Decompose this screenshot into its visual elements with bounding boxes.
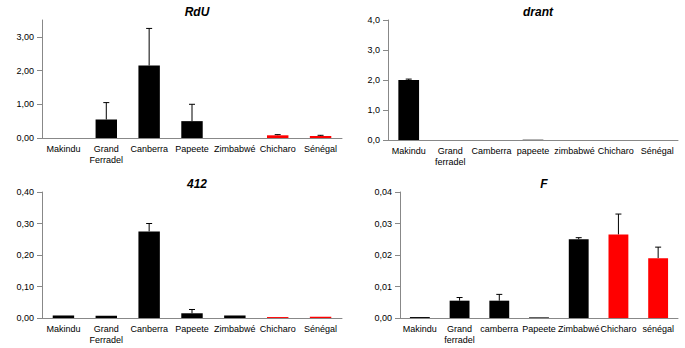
svg-text:Grand: Grand [94,324,119,334]
svg-text:Papeete: Papeete [175,144,209,154]
svg-text:3,00: 3,00 [16,32,34,42]
svg-text:0,03: 0,03 [374,219,392,229]
svg-text:ferradel: ferradel [435,157,466,167]
svg-text:0,10: 0,10 [16,282,34,292]
svg-text:Zimbabwé: Zimbabwé [214,324,256,334]
svg-text:0,00: 0,00 [16,133,34,143]
svg-text:Chicharo: Chicharo [260,144,296,154]
svg-text:Canberra: Canberra [130,324,168,334]
svg-text:Papeete: Papeete [522,324,556,334]
svg-text:0,40: 0,40 [16,187,34,197]
svg-text:drant: drant [523,5,554,19]
svg-text:Ferradel: Ferradel [90,155,124,165]
svg-text:Grand: Grand [438,146,463,156]
svg-text:Chicharo: Chicharo [598,146,634,156]
svg-text:3,0: 3,0 [367,45,380,55]
svg-text:Makindu: Makindu [403,324,437,334]
svg-text:Makindu: Makindu [46,144,80,154]
svg-text:RdU: RdU [185,5,210,19]
svg-text:Papeete: Papeete [175,324,209,334]
svg-text:Grand: Grand [94,144,119,154]
svg-text:2,0: 2,0 [367,75,380,85]
svg-text:Zimbabwé: Zimbabwé [214,144,256,154]
svg-text:Sénégal: Sénégal [304,144,337,154]
svg-text:sénégal: sénégal [642,324,674,334]
svg-text:0,02: 0,02 [374,250,392,260]
svg-text:0,01: 0,01 [374,282,392,292]
svg-text:0,00: 0,00 [16,313,34,323]
svg-text:0,04: 0,04 [374,187,392,197]
svg-text:Sénégal: Sénégal [641,146,674,156]
svg-text:papeete: papeete [517,146,550,156]
svg-text:Zimbabwé: Zimbabwé [558,324,600,334]
svg-text:F: F [540,177,548,191]
svg-text:zimbabwé: zimbabwé [554,146,595,156]
svg-text:ferradel: ferradel [444,335,475,345]
svg-text:1,00: 1,00 [16,99,34,109]
svg-text:Makindu: Makindu [392,146,426,156]
svg-text:0,20: 0,20 [16,250,34,260]
svg-text:Camberra: Camberra [472,146,512,156]
svg-text:0,00: 0,00 [374,313,392,323]
svg-text:Canberra: Canberra [130,144,168,154]
svg-text:0,0: 0,0 [367,135,380,145]
svg-text:4,0: 4,0 [367,15,380,25]
svg-text:Grand: Grand [447,324,472,334]
svg-text:1,0: 1,0 [367,105,380,115]
svg-text:412: 412 [186,177,207,191]
svg-text:Makindu: Makindu [46,324,80,334]
svg-text:Sénégal: Sénégal [304,324,337,334]
svg-text:Chicharo: Chicharo [600,324,636,334]
svg-text:Chicharo: Chicharo [260,324,296,334]
svg-text:camberra: camberra [480,324,518,334]
svg-text:Ferradel: Ferradel [90,335,124,345]
svg-text:0,30: 0,30 [16,219,34,229]
svg-text:2,00: 2,00 [16,66,34,76]
